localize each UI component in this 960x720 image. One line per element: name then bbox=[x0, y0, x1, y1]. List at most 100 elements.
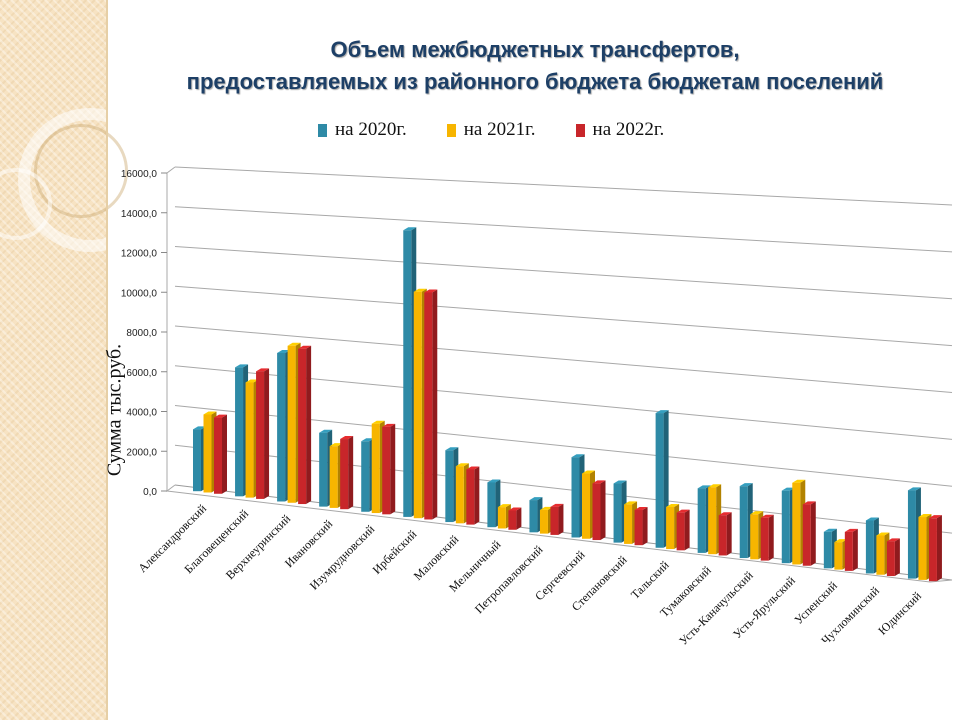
bar-top bbox=[487, 479, 501, 483]
bar-side bbox=[810, 501, 816, 566]
bar-top bbox=[193, 426, 206, 430]
bar-top bbox=[613, 480, 627, 484]
bar-side bbox=[600, 480, 606, 541]
bar-top bbox=[203, 411, 217, 415]
bar-2022 bbox=[424, 289, 438, 520]
bar-top bbox=[697, 485, 711, 489]
bar-top bbox=[340, 436, 354, 440]
bar-2022 bbox=[256, 368, 270, 499]
gridline bbox=[174, 206, 953, 253]
bar-front bbox=[203, 414, 212, 493]
bar-front bbox=[529, 500, 538, 533]
bar-side bbox=[558, 503, 564, 535]
bar-front bbox=[634, 510, 643, 546]
bar-top bbox=[550, 503, 564, 507]
bar-2022 bbox=[760, 514, 774, 561]
bar-top bbox=[760, 514, 774, 518]
bar-side bbox=[264, 368, 270, 499]
bar-top bbox=[823, 528, 837, 532]
bar-top bbox=[666, 504, 680, 508]
bar-front bbox=[802, 504, 811, 566]
bar-2022 bbox=[298, 345, 312, 505]
y-tick-label: 12000,0 bbox=[121, 249, 158, 260]
bar-front bbox=[918, 517, 927, 580]
bar-top bbox=[676, 509, 690, 513]
bar-top bbox=[655, 410, 669, 414]
y-tick-label: 16000,0 bbox=[121, 169, 158, 180]
bar-top bbox=[886, 538, 900, 542]
bar-2022 bbox=[718, 512, 732, 556]
legend-swatch-2020 bbox=[318, 123, 327, 137]
bar-front bbox=[361, 441, 370, 512]
bar-top bbox=[571, 454, 585, 458]
bar-top bbox=[592, 480, 606, 484]
bar-top bbox=[403, 227, 417, 231]
bar-front bbox=[235, 367, 244, 497]
bar-front bbox=[329, 446, 338, 508]
bar-top bbox=[907, 487, 921, 491]
bar-2022 bbox=[550, 503, 564, 535]
bar-top bbox=[918, 514, 932, 518]
bar-side bbox=[474, 466, 480, 525]
x-tick-label: Тальский bbox=[628, 558, 672, 602]
bar-top bbox=[792, 479, 806, 483]
bar-top bbox=[529, 497, 543, 501]
bar-side bbox=[936, 515, 942, 582]
bar-top bbox=[834, 539, 848, 543]
bar-front bbox=[718, 515, 727, 556]
x-tick-label: Юдинский bbox=[875, 588, 924, 637]
legend-item-2021: на 2021г. bbox=[446, 119, 536, 141]
side-panel-edge bbox=[106, 0, 108, 720]
bar-front bbox=[487, 482, 496, 528]
bar-front bbox=[655, 413, 664, 548]
bar-front bbox=[193, 429, 201, 492]
bar-top bbox=[329, 443, 343, 447]
bar-front bbox=[371, 423, 380, 514]
bar-front bbox=[497, 507, 506, 529]
legend-swatch-2022 bbox=[575, 123, 585, 137]
bar-2022 bbox=[634, 507, 648, 546]
bar-front bbox=[844, 531, 853, 571]
bar-front bbox=[792, 482, 801, 565]
bar-front bbox=[455, 466, 464, 524]
gridline bbox=[174, 325, 953, 393]
bar-front bbox=[445, 450, 454, 523]
bar-2022 bbox=[382, 423, 396, 515]
floor-edge bbox=[166, 490, 953, 583]
bar-front bbox=[834, 542, 843, 570]
bar-side bbox=[642, 507, 648, 546]
bar-top bbox=[235, 364, 249, 368]
bar-front bbox=[298, 348, 307, 505]
y-tick-label: 8000,0 bbox=[126, 328, 157, 339]
bar-top bbox=[214, 414, 227, 418]
y-tick-label: 4000,0 bbox=[126, 408, 157, 419]
bar-top bbox=[750, 511, 764, 515]
bar-top bbox=[382, 423, 396, 427]
bar-side bbox=[306, 345, 312, 505]
bar-top bbox=[844, 528, 858, 532]
bar-front bbox=[424, 292, 433, 520]
bar-front bbox=[508, 510, 517, 530]
bar-top bbox=[865, 517, 879, 521]
bar-top bbox=[277, 349, 291, 353]
bar-side bbox=[894, 538, 900, 577]
bar-top bbox=[371, 420, 385, 424]
bar-top bbox=[287, 342, 301, 346]
bar-front bbox=[907, 490, 916, 579]
bar-front bbox=[697, 488, 706, 553]
bar-front bbox=[708, 487, 717, 555]
chart-title-line2: предоставляемых из районного бюджета бюд… bbox=[186, 69, 884, 94]
bar-top bbox=[876, 532, 890, 536]
bar-top bbox=[245, 379, 259, 383]
bar-top bbox=[802, 501, 816, 505]
bar-top bbox=[455, 463, 469, 467]
bar-top bbox=[539, 506, 553, 510]
bar-2022 bbox=[466, 466, 480, 525]
x-tick-label: Успенский bbox=[791, 578, 840, 627]
bar-front bbox=[624, 504, 633, 544]
bar-front bbox=[739, 486, 748, 559]
legend-label-2020: на 2020г. bbox=[335, 119, 407, 140]
bar-top bbox=[928, 515, 942, 519]
bar-top bbox=[298, 345, 312, 349]
